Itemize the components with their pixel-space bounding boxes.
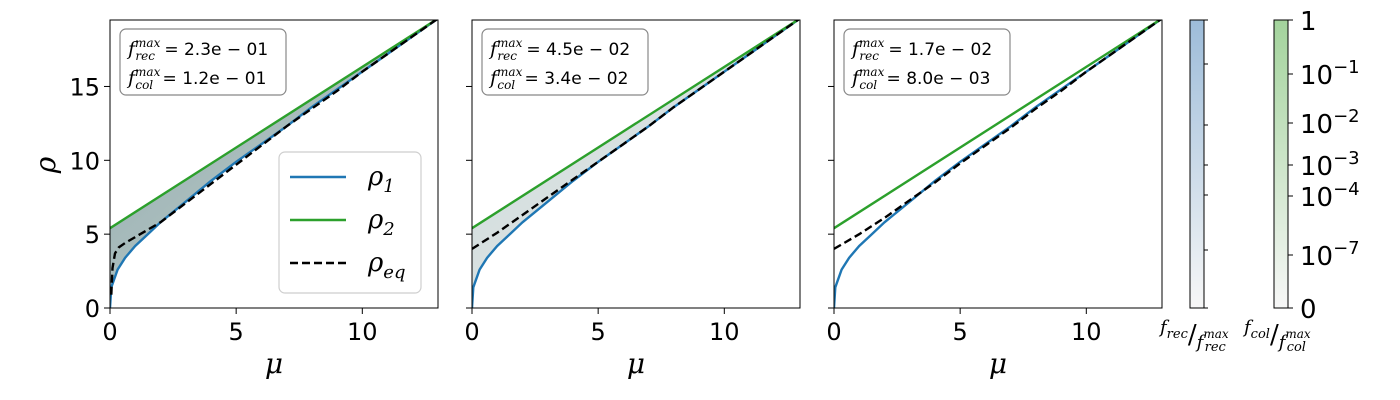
colorbar-tick-label: 10−4 xyxy=(1300,179,1360,213)
rho-eq-line xyxy=(472,20,800,250)
rho2-line xyxy=(834,20,1162,230)
plot-area xyxy=(472,20,800,308)
x-tick-label: 0 xyxy=(464,318,479,346)
x-tick-label: 10 xyxy=(347,318,378,346)
annotation-line: fmax rec = 2.3e − 01 xyxy=(126,36,268,63)
y-axis-label: ρ xyxy=(29,156,62,174)
annotation-line: fmax rec = 4.5e − 02 xyxy=(488,36,630,63)
y-tick-label: 0 xyxy=(85,295,100,323)
axes-frame xyxy=(833,19,1163,309)
x-tick-label: 5 xyxy=(229,318,244,346)
annotation-line: fmax col = 8.0e − 03 xyxy=(850,65,990,92)
legend-label-rho_eq: ρeq xyxy=(367,248,405,283)
annotation-line: fmax rec = 1.7e − 02 xyxy=(850,36,992,63)
x-axis-label: μ xyxy=(989,347,1007,380)
annotation-line: fmax col = 1.2e − 01 xyxy=(126,65,266,92)
x-axis-label: μ xyxy=(627,347,645,380)
axes-frame xyxy=(109,19,439,309)
annotation-box xyxy=(481,28,649,96)
legend-label-rho2: ρ2 xyxy=(367,205,395,240)
colorbar-tick-label: 1 xyxy=(1300,7,1317,37)
legend-box xyxy=(278,151,422,294)
x-tick-label: 10 xyxy=(1071,318,1102,346)
x-tick-label: 0 xyxy=(102,318,117,346)
rho-eq-line xyxy=(834,20,1162,250)
x-tick-label: 5 xyxy=(953,318,968,346)
colorbar-tick-label: 10−1 xyxy=(1300,57,1360,91)
x-tick-label: 10 xyxy=(709,318,740,346)
rho-eq-line xyxy=(110,20,438,295)
plot-area xyxy=(110,20,438,308)
rho2-line xyxy=(110,20,438,230)
annotation-box xyxy=(119,28,287,96)
x-tick-label: 0 xyxy=(826,318,841,346)
colorbar-label: frec/fmax rec xyxy=(1158,317,1229,355)
colorbar-tick-label: 10−2 xyxy=(1300,106,1360,140)
y-tick-label: 15 xyxy=(69,73,100,101)
legend-label-rho1: ρ1 xyxy=(367,162,395,197)
colorbar-rec: frec/fmax rec xyxy=(1158,19,1229,355)
axes-frame xyxy=(471,19,801,309)
colorbars: frec/fmax rec110−110−210−310−410−70fcol/f… xyxy=(1158,7,1360,355)
rho2-line xyxy=(472,20,800,230)
colorbar-gradient xyxy=(1273,19,1289,309)
annotation-box xyxy=(843,28,1011,96)
x-tick-label: 5 xyxy=(591,318,606,346)
annotation-line: fmax col = 3.4e − 02 xyxy=(488,65,628,92)
x-axis-label: μ xyxy=(265,347,283,380)
y-tick-label: 10 xyxy=(69,147,100,175)
legend: ρ1 ρ2 ρeq xyxy=(278,151,422,294)
colorbar-tick-label: 0 xyxy=(1300,295,1317,325)
colorbar-tick-label: 10−7 xyxy=(1300,238,1360,272)
colorbar-tick-label: 10−3 xyxy=(1300,148,1360,182)
y-tick-label: 5 xyxy=(85,221,100,249)
colorbar-gradient xyxy=(1189,19,1205,309)
plot-area xyxy=(834,20,1162,308)
